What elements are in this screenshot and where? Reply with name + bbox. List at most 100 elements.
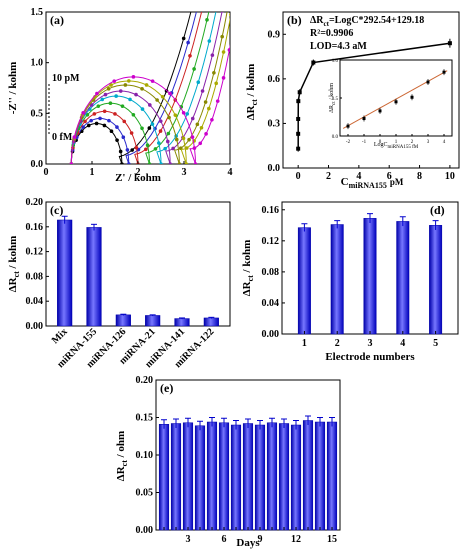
nyquist-point xyxy=(214,81,218,86)
bar xyxy=(429,225,443,335)
nyquist-point xyxy=(113,112,117,116)
nyquist-point xyxy=(158,129,163,133)
panel-b-ytick-label: 0.0 xyxy=(268,163,281,174)
nyquist-point xyxy=(184,162,189,164)
nyquist-point xyxy=(193,162,198,164)
nyquist-point xyxy=(207,106,211,111)
nyquist-point xyxy=(108,101,113,105)
nyquist-point xyxy=(98,116,102,121)
panel-b-point xyxy=(311,60,316,65)
panel-d-plot xyxy=(297,213,443,335)
panel-b-point xyxy=(296,99,301,104)
nyquist-point xyxy=(89,103,94,107)
panel-b-ylabel: ΔRct / kohm xyxy=(245,64,259,121)
panel-d-xlabel: Electrode numbers xyxy=(325,351,415,363)
panel-b-ticks: 0 2 4 6 8 100.00.30.60.9 xyxy=(268,29,455,182)
inset-point xyxy=(394,100,398,104)
nyquist-point xyxy=(186,40,190,45)
inset-ytick-label: 0.0 xyxy=(332,135,339,140)
panel-e-ylabel: ΔRct / ohm xyxy=(115,431,129,481)
bar xyxy=(194,425,206,531)
inset-xtick-label: 3 xyxy=(427,140,430,145)
bar xyxy=(297,227,311,335)
panel-b-point xyxy=(296,146,301,151)
nyquist-point xyxy=(95,91,99,96)
nyquist-point xyxy=(92,112,97,116)
panel-b-line xyxy=(297,42,451,149)
nyquist-point xyxy=(102,109,107,114)
panel-b-xtick-label: 10 xyxy=(445,171,455,182)
annotation-low: 0 fM xyxy=(52,132,73,143)
nyquist-point xyxy=(212,70,216,75)
nyquist-point xyxy=(69,162,74,164)
inset-ylabel: ΔRct / kohm xyxy=(329,83,337,113)
panel-a-xtick-label: 4 xyxy=(228,167,233,178)
bar-ytick-label: 0.00 xyxy=(136,525,154,536)
panel-b-label: (b) xyxy=(287,13,302,27)
inset-xtick-label: 2 xyxy=(411,140,414,145)
nyquist-point xyxy=(221,76,226,80)
nyquist-point xyxy=(155,98,159,102)
bar xyxy=(182,422,194,531)
bar xyxy=(330,224,344,335)
nyquist-point xyxy=(89,118,93,123)
panel-a-ytick-label: 0.0 xyxy=(31,159,44,170)
bar-ytick-label: 0.10 xyxy=(136,450,154,461)
bar-ytick-label: 0.04 xyxy=(26,296,44,307)
bar xyxy=(174,318,190,327)
nyquist-point xyxy=(121,135,126,139)
nyquist-point xyxy=(145,143,150,148)
nyquist-point xyxy=(106,87,111,91)
nyquist-point xyxy=(127,162,131,164)
bar xyxy=(302,420,314,531)
bar xyxy=(206,421,218,531)
nyquist-point xyxy=(203,0,207,1)
inset-xlabel: LogCmiRNA155 fM xyxy=(374,142,419,150)
inset-point xyxy=(410,95,414,99)
nyquist-point xyxy=(204,132,208,136)
bar xyxy=(326,421,338,531)
panel-e-xlabel: Days xyxy=(236,537,260,549)
bar-ytick-label: 0.08 xyxy=(26,271,44,282)
nyquist-point xyxy=(125,148,130,152)
nyquist-point xyxy=(229,13,230,17)
nyquist-point xyxy=(167,115,171,120)
panel-b-plot xyxy=(296,38,452,152)
bar-xtick-label: 2 xyxy=(335,338,340,349)
inset-ytick-label: 1.0 xyxy=(332,59,339,64)
bar xyxy=(170,423,182,531)
bar-xtick-label: 1 xyxy=(302,338,307,349)
nyquist-point xyxy=(144,147,148,152)
nyquist-point xyxy=(118,89,123,93)
bar xyxy=(363,218,377,335)
inset-point xyxy=(378,109,382,113)
inset-xtick-label: 1 xyxy=(395,140,398,145)
panel-b-xtick-label: 2 xyxy=(326,171,331,182)
nyquist-point xyxy=(112,79,117,83)
panel-b-frame xyxy=(282,11,460,169)
nyquist-point xyxy=(122,119,127,124)
nyquist-point xyxy=(157,141,161,145)
inset-frame xyxy=(339,59,453,137)
nyquist-point xyxy=(187,137,191,142)
panel-c-frame xyxy=(45,201,231,327)
nyquist-point xyxy=(171,146,175,151)
nyquist-point xyxy=(199,125,204,130)
nyquist-point xyxy=(168,91,172,96)
nyquist-curve xyxy=(70,12,197,164)
bar xyxy=(290,424,302,531)
nyquist-point xyxy=(107,118,111,123)
nyquist-point xyxy=(83,119,87,124)
panel-b-point xyxy=(296,131,301,136)
panel-a-ticks: 0 1 2 3 4 0.0 0.5 1.0 1.5 xyxy=(31,7,233,178)
nyquist-point xyxy=(123,83,128,87)
inset-xtick-label: -2 xyxy=(346,140,351,145)
nyquist-point xyxy=(160,94,165,99)
nyquist-point xyxy=(109,83,113,87)
panel-b-ytick-label: 0.9 xyxy=(268,29,281,40)
panel-b-xtick-label: 4 xyxy=(356,171,361,182)
inset-xtick-label: 0 xyxy=(379,140,382,145)
bar-xtick-label: 5 xyxy=(433,338,438,349)
panel-a-xtick-label: 2 xyxy=(136,167,141,178)
